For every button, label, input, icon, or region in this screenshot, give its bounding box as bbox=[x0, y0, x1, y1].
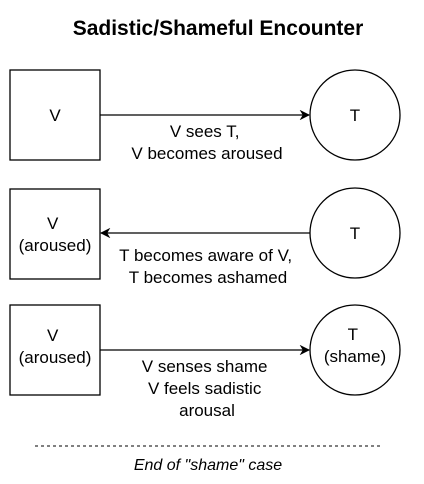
row-1-edge-line-2: V becomes aroused bbox=[131, 144, 282, 163]
row-3-t-label: T (shame) bbox=[324, 325, 386, 366]
row-2-v-label: V (aroused) bbox=[19, 214, 92, 255]
row-2-v-box bbox=[9, 188, 101, 280]
row-1-edge-label: V sees T, V becomes aroused bbox=[131, 122, 282, 163]
row-1-v-box bbox=[9, 69, 101, 161]
row-2-edge-line-1: T becomes aware of V, bbox=[119, 246, 292, 265]
row-3-edge-line-2: V feels sadistic bbox=[148, 379, 262, 398]
row-1-t-label: T bbox=[350, 106, 360, 125]
row-3-v-label: V (aroused) bbox=[19, 326, 92, 367]
row-3-edge-line-3: arousal bbox=[179, 401, 235, 420]
row-3-v-box bbox=[9, 304, 101, 396]
row-3-t-line-1: T bbox=[348, 325, 358, 344]
diagram-title: Sadistic/Shameful Encounter bbox=[73, 17, 364, 40]
row-3-v-line-2: (aroused) bbox=[19, 348, 92, 367]
row-3-edge-line-1: V senses shame bbox=[142, 357, 268, 376]
row-2-t-label: T bbox=[350, 224, 360, 243]
row-3-v-line-1: V bbox=[47, 326, 59, 345]
row-3-t-line-2: (shame) bbox=[324, 347, 386, 366]
footer-label: End of "shame" case bbox=[134, 457, 282, 474]
row-1-edge-line-1: V sees T, bbox=[170, 122, 240, 141]
row-1: V T V sees T, V becomes aroused bbox=[9, 69, 401, 163]
row-2-t-line-1: T bbox=[350, 224, 360, 243]
row-3-edge-label: V senses shame V feels sadistic arousal bbox=[142, 357, 272, 420]
row-2-v-line-2: (aroused) bbox=[19, 236, 92, 255]
row-1-v-line-1: V bbox=[49, 106, 61, 125]
row-2-edge-label: T becomes aware of V, T becomes ashamed bbox=[119, 246, 297, 287]
row-1-v-label: V bbox=[49, 106, 61, 125]
row-2: V (aroused) T T becomes aware of V, T be… bbox=[9, 187, 401, 287]
row-2-v-line-1: V bbox=[47, 214, 59, 233]
row-2-edge-line-2: T becomes ashamed bbox=[129, 268, 287, 287]
row-1-t-line-1: T bbox=[350, 106, 360, 125]
row-3: V (aroused) T (shame) V senses shame V f… bbox=[9, 304, 401, 420]
